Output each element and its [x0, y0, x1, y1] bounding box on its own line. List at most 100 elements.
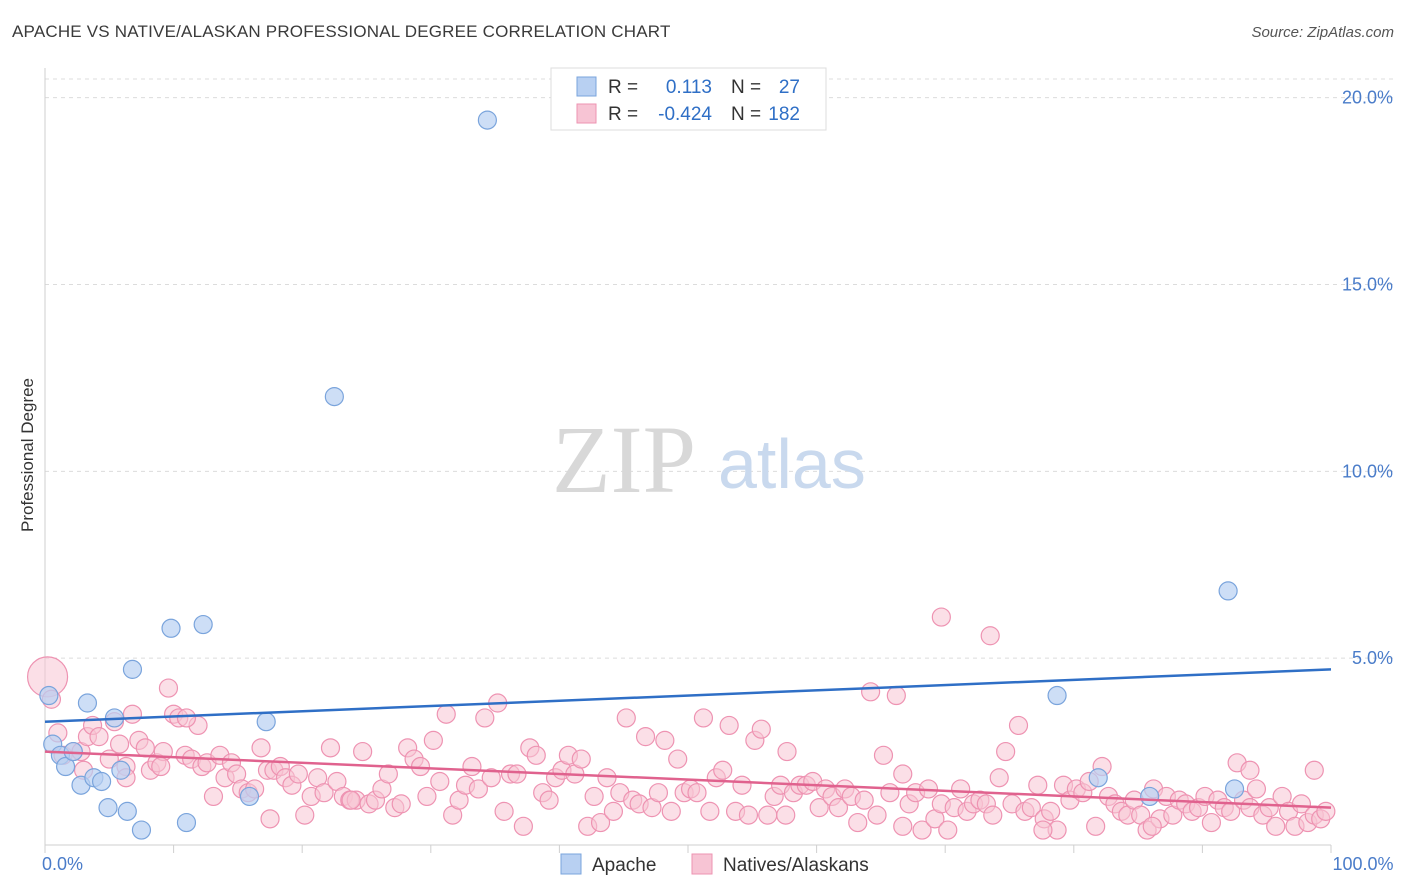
native-point — [1246, 779, 1267, 799]
native-trend-line — [44, 750, 1332, 809]
native-point — [603, 801, 624, 821]
y-tick-label: 5.0% — [1352, 648, 1393, 668]
native-point — [288, 764, 308, 784]
native-point — [655, 730, 675, 750]
native-point — [635, 727, 656, 747]
native-point — [378, 764, 398, 784]
source-label: Source: ZipAtlas.com — [1251, 24, 1394, 41]
native-point — [436, 704, 456, 724]
native-point — [700, 801, 720, 821]
native-point — [513, 816, 533, 836]
native-point — [251, 738, 271, 758]
native-point — [423, 730, 443, 750]
native-point — [938, 820, 958, 840]
native-point — [861, 682, 881, 702]
axes — [44, 68, 1332, 853]
native-point — [893, 764, 913, 784]
native-point — [1142, 816, 1162, 836]
y-tick-label: 15.0% — [1342, 275, 1393, 295]
apache-point — [324, 387, 344, 407]
native-point — [353, 741, 373, 762]
native-points — [26, 607, 1336, 840]
native-point — [1086, 816, 1106, 836]
apache-point — [1088, 768, 1108, 788]
native-point — [475, 708, 495, 728]
native-point — [867, 805, 887, 825]
native-point — [809, 798, 829, 818]
native-point — [980, 626, 1000, 646]
apache-n-label: N = — [731, 77, 761, 98]
native-point — [494, 801, 514, 821]
native-point — [616, 708, 636, 728]
native-point — [661, 801, 681, 821]
native-point — [151, 756, 171, 777]
apache-point — [98, 798, 118, 818]
apache-point — [239, 786, 260, 807]
legend-native-swatch[interactable] — [691, 853, 713, 875]
native-legend-swatch — [576, 103, 597, 124]
native-point — [668, 749, 688, 769]
native-r-value: -0.424 — [658, 104, 712, 125]
apache-legend-swatch — [576, 76, 597, 97]
native-point — [996, 741, 1016, 762]
native-point — [1291, 794, 1312, 814]
native-point — [738, 805, 759, 825]
native-point — [158, 678, 179, 698]
apache-point — [256, 712, 276, 732]
native-point — [1259, 798, 1279, 818]
legend-apache-label[interactable]: Apache — [592, 855, 656, 876]
native-n-value: 182 — [768, 104, 800, 125]
native-point — [873, 745, 894, 765]
chart-title: APACHE VS NATIVE/ALASKAN PROFESSIONAL DE… — [12, 22, 671, 41]
native-point — [732, 775, 752, 795]
apache-point — [122, 659, 143, 679]
apache-point — [176, 812, 197, 833]
native-point — [1304, 760, 1324, 780]
y-tick-label: 10.0% — [1342, 461, 1393, 481]
native-point — [893, 816, 913, 836]
watermark: ZIP atlas — [552, 406, 866, 513]
stats-legend: R = 0.113 N = 27 R = -0.424 N = 182 — [550, 67, 827, 131]
native-point — [481, 768, 501, 788]
native-point — [886, 685, 906, 706]
apache-point — [91, 771, 112, 792]
native-point — [109, 734, 130, 754]
native-point — [1266, 816, 1286, 836]
native-point — [314, 783, 334, 803]
native-point — [1008, 715, 1029, 736]
legend-apache-swatch[interactable] — [560, 853, 582, 875]
apache-point — [1218, 581, 1238, 601]
apache-point — [1224, 779, 1245, 799]
native-point — [391, 794, 411, 814]
native-point — [539, 790, 559, 810]
native-point — [693, 708, 714, 728]
stats-legend-box — [550, 67, 827, 131]
apache-point — [193, 614, 213, 635]
native-point — [648, 783, 669, 803]
watermark-zip: ZIP — [552, 406, 696, 513]
apache-r-label: R = — [608, 77, 638, 98]
native-point — [590, 812, 611, 833]
apache-point — [111, 760, 131, 780]
native-n-label: N = — [731, 104, 761, 125]
apache-point — [477, 110, 497, 130]
native-point — [260, 809, 280, 829]
legend-native-label[interactable]: Natives/Alaskans — [723, 855, 869, 876]
trend-lines — [44, 668, 1332, 809]
apache-point — [77, 693, 98, 713]
native-point — [1033, 820, 1053, 840]
native-point — [989, 768, 1009, 788]
native-point — [951, 779, 971, 799]
native-point — [135, 738, 155, 758]
native-r-label: R = — [608, 104, 638, 125]
native-point — [1021, 798, 1041, 818]
native-point — [526, 745, 546, 765]
native-point — [597, 768, 617, 788]
native-point — [854, 790, 874, 810]
native-point — [828, 798, 849, 818]
native-point — [1201, 812, 1222, 833]
native-point — [713, 760, 733, 780]
native-point — [687, 783, 707, 803]
native-point — [719, 715, 739, 736]
y-tick-labels: 5.0% 10.0% 15.0% 20.0% — [1342, 88, 1393, 668]
